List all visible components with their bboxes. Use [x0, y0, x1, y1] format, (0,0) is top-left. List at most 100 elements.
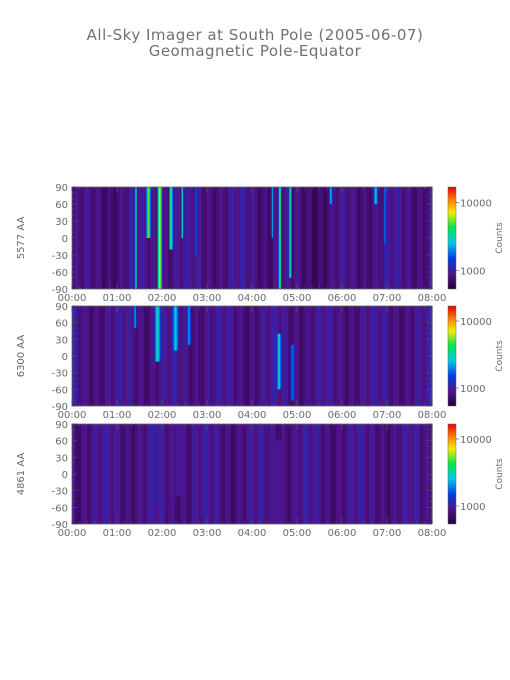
heatmap-cell — [174, 187, 178, 289]
heatmap-cell — [165, 187, 169, 289]
y-tick-label: 60 — [55, 200, 68, 211]
heatmap-cell — [228, 306, 232, 406]
x-tick-label: 05:00 — [283, 293, 312, 304]
heatmap-cell — [369, 187, 373, 289]
heatmap-cell — [192, 424, 196, 524]
heatmap-cell — [252, 306, 256, 406]
heatmap-cell — [327, 306, 331, 406]
heatmap-cell — [315, 424, 319, 524]
heatmap-cell — [162, 424, 166, 524]
heatmap-cell — [123, 306, 127, 406]
heatmap-cell — [300, 187, 304, 289]
heatmap-cell — [417, 187, 421, 289]
x-tick-label: 01:00 — [103, 528, 132, 539]
x-tick-label: 00:00 — [58, 293, 87, 304]
heatmap-cell — [183, 187, 187, 289]
heatmap-cell — [231, 424, 235, 524]
heatmap-cell — [189, 187, 193, 289]
heatmap-cell — [300, 306, 304, 406]
heatmap-cell — [405, 187, 409, 289]
heatmap-cell — [348, 424, 352, 524]
heatmap-cell — [303, 424, 307, 524]
heatmap-cell — [216, 306, 220, 406]
heatmap-cell — [324, 187, 328, 289]
heatmap-cell — [207, 187, 211, 289]
heatmap-cell — [261, 306, 265, 406]
heatmap-cell — [273, 187, 277, 289]
heatmap-cell — [405, 306, 409, 406]
heatmap-cell — [195, 424, 199, 524]
heatmap-cell — [408, 187, 412, 289]
heatmap-cell — [318, 424, 322, 524]
heatmap-cell — [219, 187, 223, 289]
heatmap-cell — [201, 187, 205, 289]
heatmap-cell — [312, 424, 316, 524]
y-tick-label: -60 — [52, 268, 68, 279]
heatmap-cell — [411, 306, 415, 406]
aurora-band — [279, 187, 281, 289]
heatmap-cell — [372, 424, 376, 524]
heatmap-cell — [186, 187, 190, 289]
x-tick-label: 08:00 — [418, 410, 447, 421]
heatmap-cell — [282, 306, 286, 406]
heatmap-cell — [78, 424, 82, 524]
heatmap-cell — [375, 306, 379, 406]
heatmap-cell — [261, 424, 265, 524]
heatmap-cell — [81, 306, 85, 406]
heatmap-cell — [297, 187, 301, 289]
x-tick-label: 00:00 — [58, 528, 87, 539]
aurora-band — [278, 333, 280, 390]
aurora-band — [156, 424, 159, 508]
heatmap-cell — [396, 187, 400, 289]
heatmap-cell — [384, 306, 388, 406]
heatmap-cell — [117, 306, 121, 406]
heatmap-cell — [141, 187, 145, 289]
heatmap-cell — [360, 187, 364, 289]
heatmap-cell — [399, 306, 403, 406]
heatmap-cell — [420, 424, 424, 524]
y-axis-label: 6300 AA — [16, 335, 27, 378]
heatmap-cell — [198, 424, 202, 524]
heatmap-cell — [354, 306, 358, 406]
heatmap-cell — [423, 424, 427, 524]
aurora-band — [179, 424, 181, 497]
heatmap-cell — [285, 187, 289, 289]
heatmap-cell — [324, 306, 328, 406]
heatmap-cell — [348, 187, 352, 289]
heatmap-cell — [318, 306, 322, 406]
heatmap-cell — [372, 306, 376, 406]
heatmap-cell — [108, 306, 112, 406]
heatmap-cell — [186, 306, 190, 406]
y-tick-label: -30 — [52, 251, 68, 262]
heatmap-cell — [357, 306, 361, 406]
heatmap-cell — [243, 424, 247, 524]
heatmap-cell — [348, 306, 352, 406]
y-tick-label: -30 — [52, 487, 68, 498]
heatmap-cell — [390, 424, 394, 524]
heatmap-cell — [150, 424, 154, 524]
heatmap-cell — [411, 187, 415, 289]
heatmap-cell — [102, 424, 106, 524]
colorbar-tick-label: 1000 — [460, 267, 485, 278]
heatmap-cell — [417, 306, 421, 406]
aurora-band — [188, 306, 190, 345]
heatmap-cell — [264, 424, 268, 524]
heatmap-cell — [246, 306, 250, 406]
x-tick-label: 06:00 — [328, 528, 357, 539]
heatmap-cell — [336, 306, 340, 406]
x-tick-label: 08:00 — [418, 528, 447, 539]
heatmap-cell — [354, 187, 358, 289]
heatmap-cell — [180, 306, 184, 406]
heatmap-cell — [246, 424, 250, 524]
heatmap-cell — [327, 424, 331, 524]
heatmap-cell — [333, 306, 337, 406]
heatmap-cell — [84, 306, 88, 406]
heatmap-cell — [93, 306, 97, 406]
heatmap-cell — [132, 306, 136, 406]
heatmap-cell — [255, 187, 259, 289]
heatmap-cell — [105, 424, 109, 524]
heatmap-cell — [333, 187, 337, 289]
heatmap-cell — [237, 424, 241, 524]
heatmap-cell — [399, 424, 403, 524]
